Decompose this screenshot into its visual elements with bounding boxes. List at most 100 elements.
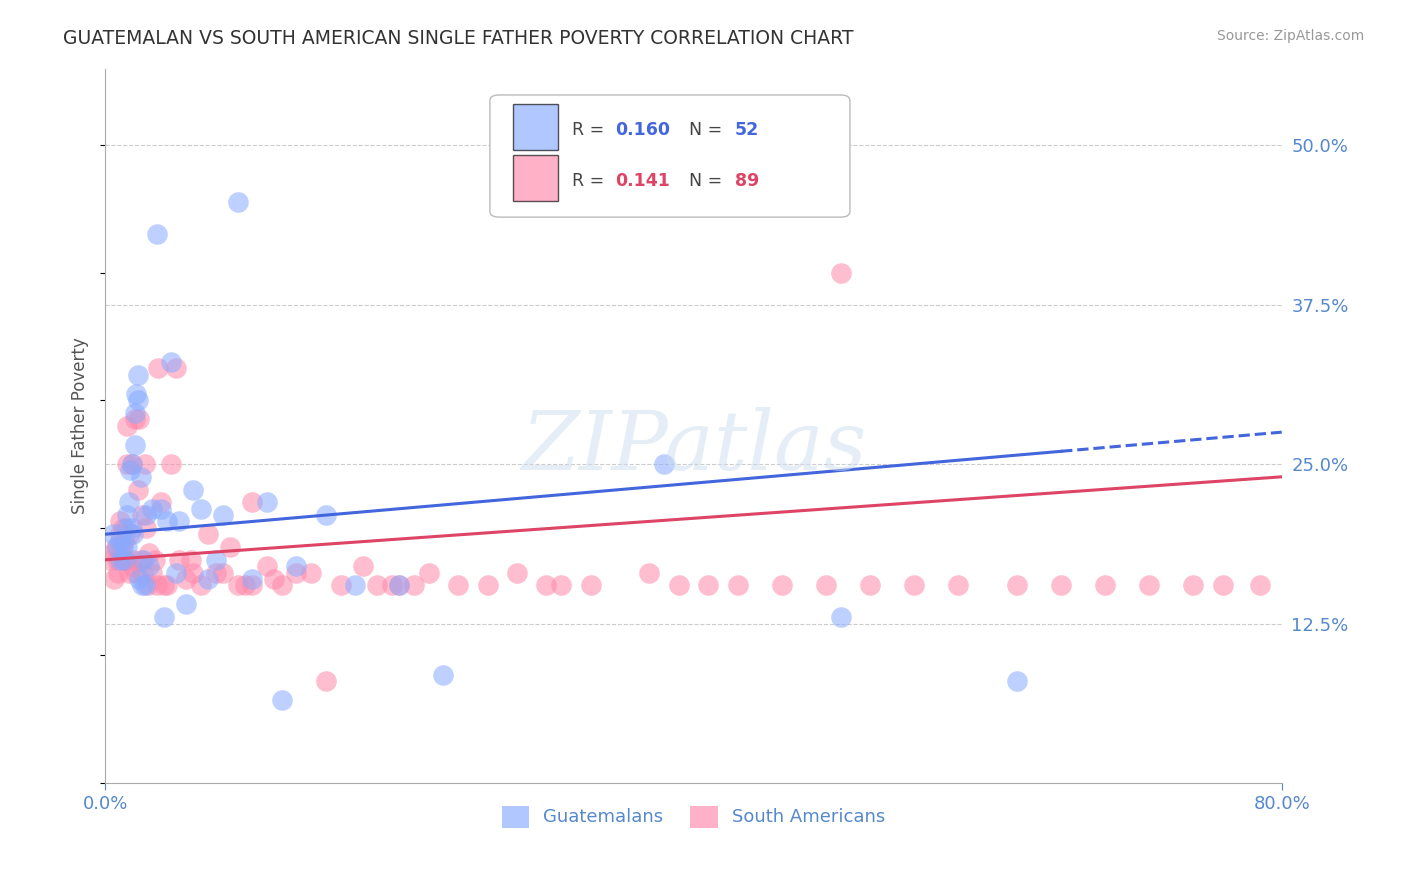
Point [285,559,308,574]
Point [127,483,149,497]
Point [117,508,139,522]
Point [366,578,388,592]
Point [197,527,219,541]
Point [118,495,141,509]
Point [101,546,124,560]
Point [299,566,322,580]
Point [145,578,167,592]
Point [270,578,292,592]
Point [814,578,837,592]
Point [1005,578,1028,592]
Point [98,553,121,567]
Point [859,578,882,592]
Point [536,578,558,592]
Point [128,412,150,426]
Point [165,566,187,580]
Point [120,463,142,477]
Point [219,540,242,554]
Point [101,527,124,541]
Point [111,521,134,535]
Point [256,495,278,509]
Point [108,553,131,567]
Point [212,508,235,522]
Point [579,578,602,592]
Point [120,527,142,541]
Point [697,578,720,592]
Point [110,540,132,554]
Point [122,553,145,567]
Point [388,578,411,592]
Point [506,566,529,580]
Point [652,457,675,471]
Point [112,553,135,567]
Point [1005,673,1028,688]
Point [143,553,166,567]
Point [121,457,143,471]
Point [190,501,212,516]
Point [183,483,205,497]
Point [226,578,249,592]
Point [111,540,134,554]
Point [167,515,190,529]
Point [107,566,129,580]
Point [114,553,136,567]
Point [132,553,155,567]
Point [447,578,470,592]
Point [118,566,141,580]
Point [127,368,149,382]
Point [204,566,226,580]
Point [165,361,187,376]
Point [830,266,852,280]
Point [903,578,925,592]
Point [105,553,128,567]
Point [167,553,190,567]
Point [129,553,152,567]
Text: N =: N = [678,121,728,139]
Point [141,566,163,580]
Point [153,578,176,592]
Point [127,393,149,408]
Point [131,578,153,592]
Point [129,470,152,484]
Text: GUATEMALAN VS SOUTH AMERICAN SINGLE FATHER POVERTY CORRELATION CHART: GUATEMALAN VS SOUTH AMERICAN SINGLE FATH… [63,29,853,47]
Point [285,566,308,580]
Point [156,578,179,592]
Point [150,501,173,516]
Point [946,578,969,592]
Text: N =: N = [678,172,728,190]
Point [727,578,749,592]
Point [138,546,160,560]
Point [240,495,263,509]
Point [117,540,139,554]
Legend: Guatemalans, South Americans: Guatemalans, South Americans [495,798,893,835]
Point [135,521,157,535]
Point [1212,578,1234,592]
Point [132,566,155,580]
Point [125,387,148,401]
Point [1050,578,1073,592]
Point [270,693,292,707]
Point [114,521,136,535]
Point [197,572,219,586]
Point [432,667,454,681]
Point [183,566,205,580]
Point [153,610,176,624]
Point [830,610,852,624]
Point [315,673,337,688]
FancyBboxPatch shape [513,154,558,201]
Point [212,566,235,580]
Point [240,578,263,592]
Point [156,515,179,529]
FancyBboxPatch shape [513,103,558,150]
Point [150,495,173,509]
Point [138,559,160,574]
Point [315,508,337,522]
Point [1137,578,1160,592]
Point [668,578,690,592]
Point [174,598,197,612]
Point [145,227,167,242]
Point [477,578,499,592]
Text: Source: ZipAtlas.com: Source: ZipAtlas.com [1216,29,1364,43]
Point [174,572,197,586]
Point [134,457,156,471]
